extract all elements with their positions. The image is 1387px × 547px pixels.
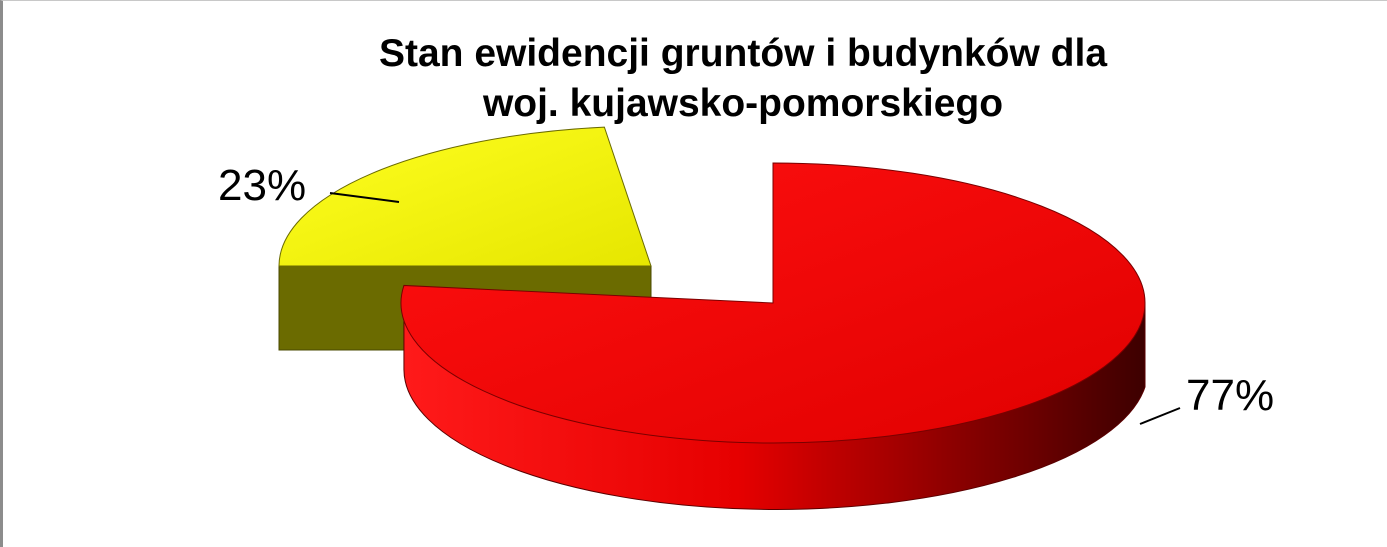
slice-23-top [278, 126, 652, 267]
chart-title: Stan ewidencji gruntów i budynków dla wo… [3, 29, 1387, 129]
chart-title-line-2: woj. kujawsko-pomorskiego [482, 82, 1004, 125]
slice-77-top [400, 162, 1146, 444]
chart-title-line-1: Stan ewidencji gruntów i budynków dla [378, 32, 1108, 75]
slice-77-label: 77% [1186, 371, 1274, 420]
slice-77-leader [1139, 407, 1181, 425]
slice-23-leader [329, 192, 400, 203]
slice-23-label: 23% [218, 161, 306, 210]
